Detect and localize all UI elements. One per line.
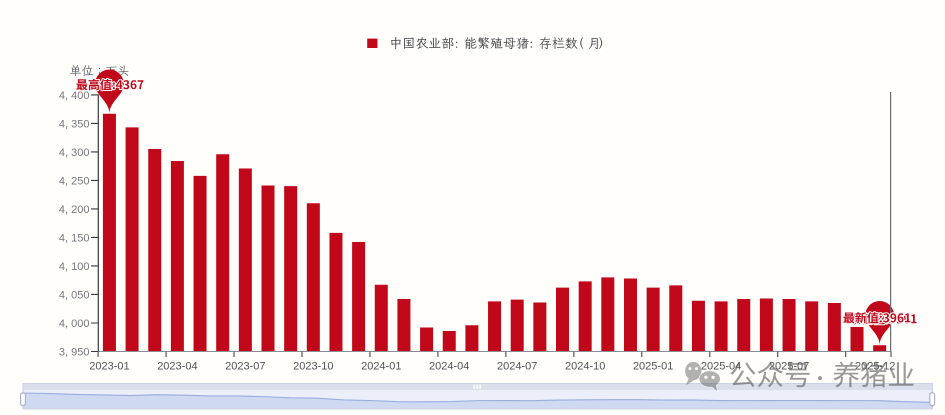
svg-text:4, 150: 4, 150 [59,232,90,244]
svg-text:4, 400: 4, 400 [59,90,90,102]
svg-text:4, 050: 4, 050 [59,289,90,301]
svg-text:4, 250: 4, 250 [59,175,90,187]
svg-text:2025-12: 2025-12 [855,361,895,373]
svg-text:2025-01: 2025-01 [633,361,673,373]
svg-text:2024-04: 2024-04 [429,361,469,373]
svg-text:4, 000: 4, 000 [59,318,90,330]
svg-text:2024-10: 2024-10 [565,361,605,373]
svg-text:4, 100: 4, 100 [59,261,90,273]
svg-text:3, 950: 3, 950 [59,347,90,359]
svg-text:2024-07: 2024-07 [497,361,537,373]
svg-text:2023-10: 2023-10 [293,361,333,373]
svg-text:2024-01: 2024-01 [361,361,401,373]
svg-text:2025-04: 2025-04 [701,361,741,373]
svg-text:2023-07: 2023-07 [225,361,265,373]
svg-text:2023-04: 2023-04 [157,361,197,373]
svg-text:2025-07: 2025-07 [769,361,809,373]
svg-text:4, 200: 4, 200 [59,204,90,216]
svg-text:4, 350: 4, 350 [59,118,90,130]
svg-text:2023-01: 2023-01 [89,361,129,373]
svg-text:4, 300: 4, 300 [59,147,90,159]
